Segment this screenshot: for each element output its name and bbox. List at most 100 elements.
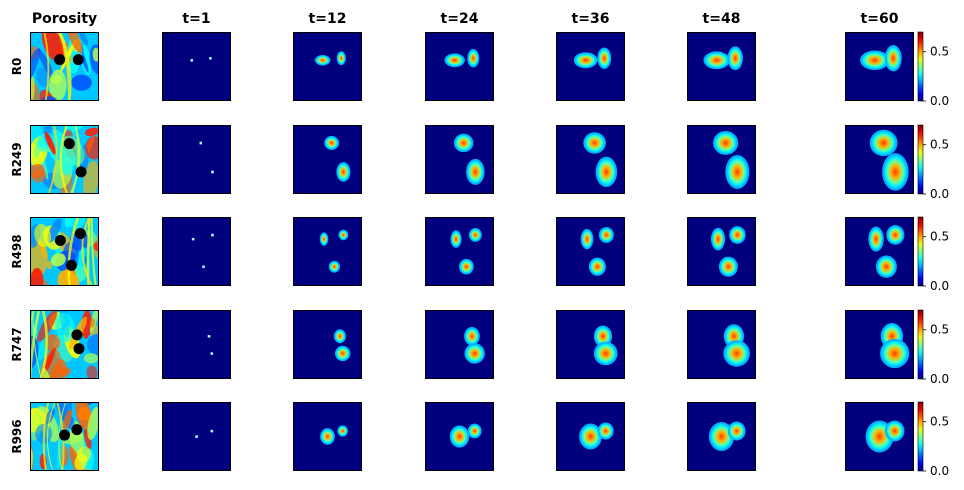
panel-frame	[162, 125, 231, 194]
panel-frame	[293, 310, 362, 379]
saturation-background	[845, 217, 914, 286]
saturation-background	[556, 217, 625, 286]
injection-well-marker	[72, 54, 84, 66]
co2-plume	[882, 153, 908, 190]
saturation-background	[293, 310, 362, 379]
panel-frame	[30, 125, 99, 194]
column-titles: Porosity t=1 t=12 t=24 t=36 t=48 t=60	[32, 11, 899, 27]
row-labels: R0 R249 R498 R747 R996	[10, 58, 24, 454]
colorbar-gradient	[917, 401, 924, 472]
panel-frame	[845, 217, 914, 286]
panel-frame	[293, 402, 362, 471]
porosity-channel	[43, 32, 50, 101]
colorbars: 0.0 0.5 0.0 0.5 0.0 0.5 0.0 0.5 0.0 0.5	[917, 31, 949, 478]
co2-plume	[454, 134, 473, 152]
porosity-patch	[50, 75, 62, 85]
porosity-channel	[60, 32, 70, 101]
panel-frame	[293, 32, 362, 101]
panel-frame	[556, 310, 625, 379]
co2-plume-seed	[191, 237, 195, 241]
porosity-panel	[30, 32, 99, 101]
panel-frame	[425, 310, 494, 379]
porosity-patch	[57, 366, 71, 376]
panel-frame	[425, 125, 494, 194]
porosity-channel	[39, 310, 49, 379]
porosity-patch	[37, 339, 46, 361]
panel-frame	[162, 32, 231, 101]
column-title: t=12	[309, 11, 347, 27]
saturation-background	[162, 310, 231, 379]
saturation-panel	[687, 402, 756, 471]
column-title: t=60	[861, 11, 899, 27]
panel-frame	[30, 310, 99, 379]
porosity-channel	[69, 125, 81, 194]
porosity-patch	[66, 32, 83, 54]
saturation-panel	[556, 32, 625, 101]
column-title: t=1	[182, 11, 210, 27]
porosity-patch	[39, 89, 57, 101]
saturation-panel	[556, 125, 625, 194]
co2-plume	[880, 339, 909, 368]
colorbar: 0.0 0.5	[917, 309, 949, 386]
saturation-panel	[162, 217, 231, 286]
panel-frame	[845, 402, 914, 471]
panel-frame	[30, 32, 99, 101]
porosity-patch	[34, 143, 41, 158]
saturation-panel	[687, 217, 756, 286]
porosity-patch	[83, 160, 99, 194]
porosity-patch	[31, 169, 47, 183]
colorbar-tick-label: 0.0	[930, 464, 949, 478]
panel-frame	[687, 310, 756, 379]
panel-frame	[687, 32, 756, 101]
panel-frame	[556, 402, 625, 471]
porosity-panel	[30, 217, 99, 286]
porosity-panel	[30, 125, 99, 194]
co2-plume	[337, 162, 350, 181]
saturation-background	[425, 32, 494, 101]
saturation-background	[687, 217, 756, 286]
colorbar-tick-label: 0.0	[930, 187, 949, 201]
saturation-panel	[293, 217, 362, 286]
panel-frame	[425, 32, 494, 101]
porosity-patch	[71, 74, 92, 91]
column-title: t=24	[441, 11, 479, 27]
saturation-panel	[687, 310, 756, 379]
porosity-channel	[42, 402, 50, 471]
panel-frame	[845, 125, 914, 194]
co2-plume	[315, 55, 330, 65]
co2-plume	[885, 45, 901, 71]
porosity-patch	[90, 324, 99, 359]
saturation-panel	[425, 402, 494, 471]
co2-plume	[719, 257, 738, 276]
porosity-channel	[90, 217, 97, 286]
injection-well-marker	[73, 343, 85, 355]
saturation-panel	[845, 125, 914, 194]
saturation-panel	[162, 402, 231, 471]
co2-plume	[589, 258, 606, 275]
panel-frame	[30, 402, 99, 471]
panel-frame	[425, 217, 494, 286]
colorbar-gradient	[917, 124, 924, 195]
co2-plume	[596, 157, 617, 187]
porosity-patch	[30, 267, 44, 286]
porosity-patch	[86, 365, 98, 379]
porosity-patch	[81, 310, 92, 339]
saturation-panel	[162, 310, 231, 379]
porosity-channel	[58, 402, 67, 471]
co2-plume	[704, 52, 730, 69]
porosity-patch	[37, 48, 55, 80]
colorbar-tick-label: 0.5	[930, 415, 949, 429]
co2-plume	[320, 233, 328, 245]
panel-frame	[556, 125, 625, 194]
injection-well-marker	[54, 54, 66, 66]
co2-plume-seed	[210, 352, 214, 355]
saturation-panel	[293, 125, 362, 194]
co2-plume	[329, 261, 340, 272]
co2-plume-seed	[211, 233, 214, 237]
panel-frame	[293, 125, 362, 194]
row-label: R498	[10, 234, 24, 268]
co2-plume	[869, 227, 883, 251]
co2-plume-seed	[210, 429, 214, 433]
saturation-panel	[845, 32, 914, 101]
